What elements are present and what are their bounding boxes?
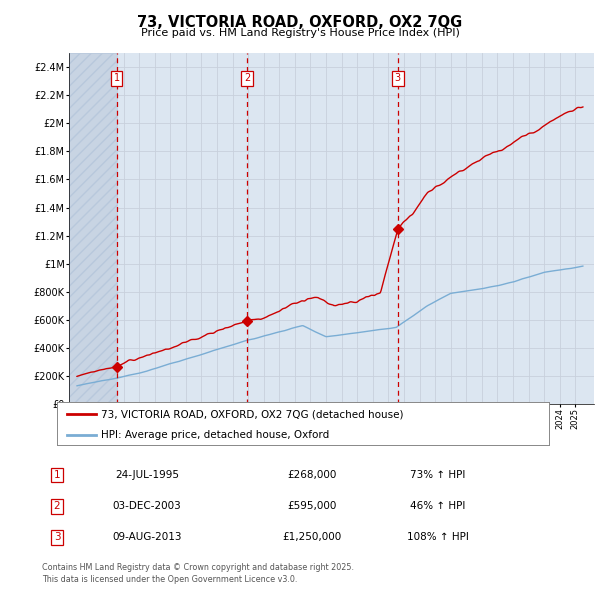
Text: 73, VICTORIA ROAD, OXFORD, OX2 7QG (detached house): 73, VICTORIA ROAD, OXFORD, OX2 7QG (deta… <box>101 409 404 419</box>
Text: 3: 3 <box>53 533 61 542</box>
Text: 73, VICTORIA ROAD, OXFORD, OX2 7QG: 73, VICTORIA ROAD, OXFORD, OX2 7QG <box>137 15 463 30</box>
Text: £595,000: £595,000 <box>287 502 337 511</box>
Text: 108% ↑ HPI: 108% ↑ HPI <box>407 533 469 542</box>
Text: HPI: Average price, detached house, Oxford: HPI: Average price, detached house, Oxfo… <box>101 430 329 440</box>
Text: 2: 2 <box>244 73 250 83</box>
Text: This data is licensed under the Open Government Licence v3.0.: This data is licensed under the Open Gov… <box>42 575 298 584</box>
Text: 2: 2 <box>53 502 61 511</box>
Text: 03-DEC-2003: 03-DEC-2003 <box>113 502 181 511</box>
Text: 3: 3 <box>395 73 401 83</box>
Text: 46% ↑ HPI: 46% ↑ HPI <box>410 502 466 511</box>
Text: 1: 1 <box>53 470 61 480</box>
Text: Price paid vs. HM Land Registry's House Price Index (HPI): Price paid vs. HM Land Registry's House … <box>140 28 460 38</box>
Text: 09-AUG-2013: 09-AUG-2013 <box>112 533 182 542</box>
Text: £268,000: £268,000 <box>287 470 337 480</box>
Text: Contains HM Land Registry data © Crown copyright and database right 2025.: Contains HM Land Registry data © Crown c… <box>42 563 354 572</box>
Text: 73% ↑ HPI: 73% ↑ HPI <box>410 470 466 480</box>
Text: 1: 1 <box>113 73 120 83</box>
Bar <box>69 53 116 404</box>
Text: £1,250,000: £1,250,000 <box>283 533 341 542</box>
Bar <box>69 53 116 404</box>
Text: 24-JUL-1995: 24-JUL-1995 <box>115 470 179 480</box>
